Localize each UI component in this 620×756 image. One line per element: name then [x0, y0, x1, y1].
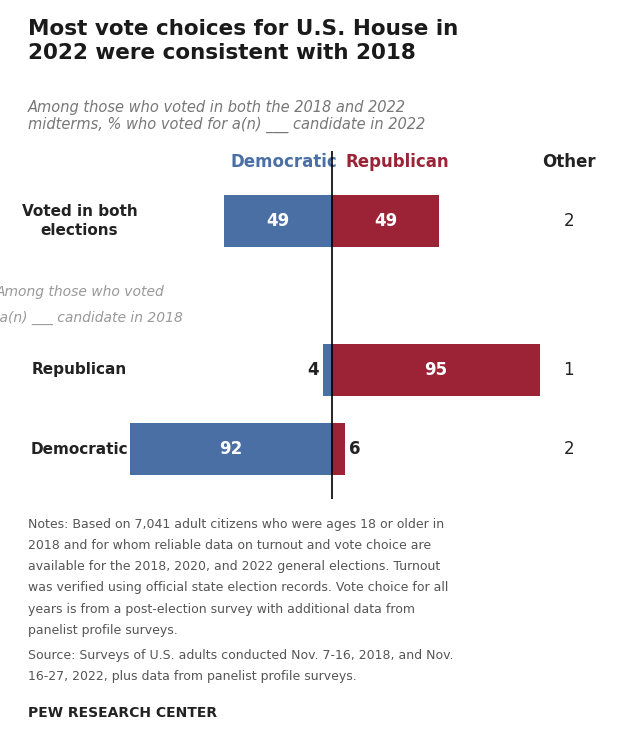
Text: 49: 49	[267, 212, 290, 230]
Text: Democratic: Democratic	[31, 442, 128, 457]
Text: PEW RESEARCH CENTER: PEW RESEARCH CENTER	[28, 705, 217, 720]
Text: 2: 2	[564, 212, 574, 230]
Text: 2018 and for whom reliable data on turnout and vote choice are: 2018 and for whom reliable data on turno…	[28, 539, 431, 552]
Text: 1: 1	[564, 361, 574, 379]
Bar	[323, 344, 332, 395]
Text: midterms, % who voted for a(n) ___ candidate in 2022: midterms, % who voted for a(n) ___ candi…	[28, 117, 425, 133]
Text: 4: 4	[307, 361, 319, 379]
Text: Republican: Republican	[346, 153, 450, 171]
Text: for a(n) ___ candidate in 2018: for a(n) ___ candidate in 2018	[0, 311, 183, 325]
Bar	[332, 423, 345, 475]
Text: Source: Surveys of U.S. adults conducted Nov. 7-16, 2018, and Nov.: Source: Surveys of U.S. adults conducted…	[28, 649, 453, 662]
Bar	[224, 195, 332, 246]
Text: years is from a post-election survey with additional data from: years is from a post-election survey wit…	[28, 603, 415, 615]
Text: Among those who voted in both the 2018 and 2022: Among those who voted in both the 2018 a…	[28, 100, 406, 115]
Text: Notes: Based on 7,041 adult citizens who were ages 18 or older in: Notes: Based on 7,041 adult citizens who…	[28, 518, 444, 531]
Text: Voted in both
elections: Voted in both elections	[22, 203, 138, 238]
Text: 92: 92	[219, 440, 242, 458]
Text: panelist profile surveys.: panelist profile surveys.	[28, 624, 178, 637]
Text: Other: Other	[542, 153, 596, 171]
Text: was verified using official state election records. Vote choice for all: was verified using official state electi…	[28, 581, 448, 594]
Text: Republican: Republican	[32, 362, 127, 377]
Text: Most vote choices for U.S. House in
2022 were consistent with 2018: Most vote choices for U.S. House in 2022…	[28, 19, 458, 63]
Text: available for the 2018, 2020, and 2022 general elections. Turnout: available for the 2018, 2020, and 2022 g…	[28, 560, 440, 573]
Text: 6: 6	[350, 440, 361, 458]
Text: 95: 95	[425, 361, 448, 379]
Bar	[332, 195, 440, 246]
Text: Democratic: Democratic	[230, 153, 337, 171]
Text: 2: 2	[564, 440, 574, 458]
Text: Among those who voted: Among those who voted	[0, 285, 164, 299]
Bar	[130, 423, 332, 475]
Text: 49: 49	[374, 212, 397, 230]
Bar	[332, 344, 541, 395]
Text: 16-27, 2022, plus data from panelist profile surveys.: 16-27, 2022, plus data from panelist pro…	[28, 670, 356, 683]
